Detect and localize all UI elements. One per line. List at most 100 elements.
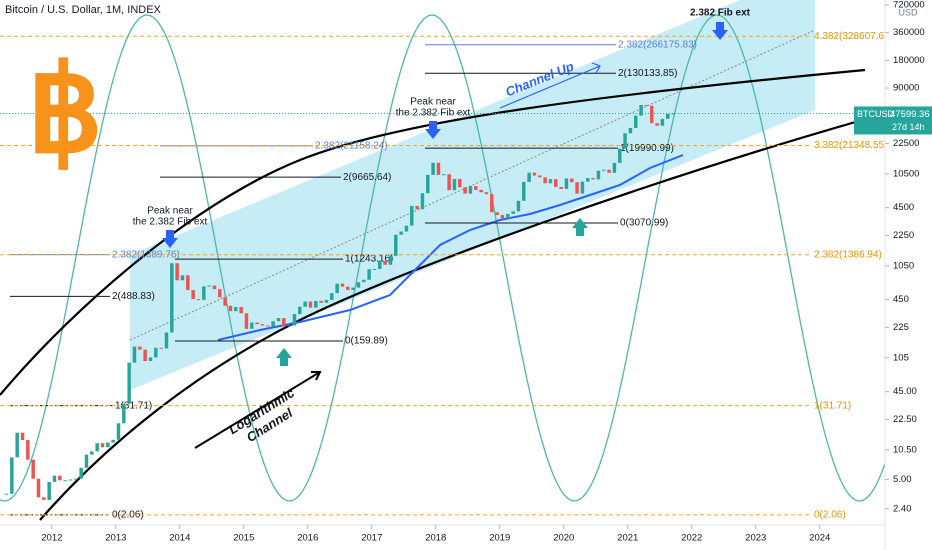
candle-body <box>372 269 377 271</box>
candle-body <box>554 179 558 187</box>
candle-body <box>660 118 665 126</box>
candle-body <box>138 346 142 350</box>
fib-label: 2.382(266175.83) <box>618 39 697 50</box>
annotation: the 2.382 Fib ext <box>396 108 471 119</box>
candle-body <box>404 225 409 232</box>
candle-body <box>340 283 345 287</box>
y-tick-label: 10500 <box>893 168 919 179</box>
channel-up <box>130 0 815 390</box>
candle-body <box>4 493 9 495</box>
candle-body <box>218 289 222 298</box>
fib-label: 0(2.06) <box>814 510 846 521</box>
y-tick-label: 10.50 <box>893 444 917 455</box>
x-tick-label: 2021 <box>617 533 638 544</box>
candle-body <box>154 347 158 358</box>
candle-body <box>10 457 14 494</box>
candle-body <box>639 104 643 116</box>
candle-body <box>399 231 403 235</box>
x-tick-label: 2019 <box>489 533 510 544</box>
candle-body <box>36 478 41 498</box>
candle-body <box>330 293 334 300</box>
fib-label: 2(488.83) <box>112 291 155 302</box>
x-tick-label: 2014 <box>169 533 190 544</box>
candle-body <box>292 314 297 326</box>
y-tick-label: 1050 <box>893 260 914 271</box>
annotation: Peak near <box>147 206 193 217</box>
candle-body <box>532 172 537 176</box>
arrow-down <box>425 121 441 139</box>
currency: USD <box>898 7 918 17</box>
fib-label: 2.382(1386.94) <box>814 249 882 260</box>
candle-body <box>132 346 137 363</box>
arrow <box>194 371 322 449</box>
candle-body <box>250 322 254 329</box>
candle-body <box>282 318 286 327</box>
candle-body <box>516 200 521 212</box>
candle-body <box>159 347 163 349</box>
arrow-up <box>572 218 588 236</box>
candle-body <box>484 192 489 195</box>
candle-body <box>655 123 659 126</box>
candle-body <box>447 174 451 191</box>
candle-body <box>127 362 131 404</box>
candle-body <box>548 179 553 184</box>
candle-body <box>106 442 110 448</box>
candle-body <box>202 286 206 300</box>
fib-label: 4.382(328607.67) <box>814 31 893 42</box>
plot-area: 2.382(1389.76) 2(488.83) 1(31.71) 0(2.06) 2.… <box>0 0 893 521</box>
candle-body <box>164 332 169 349</box>
y-tick-label: 22.50 <box>893 414 917 425</box>
fib-label: 0(159.89) <box>345 336 388 347</box>
candle-body <box>538 175 542 178</box>
candle-body <box>90 451 94 455</box>
candle-body <box>314 300 318 308</box>
candle-body <box>266 325 270 327</box>
candle-body <box>143 349 147 362</box>
y-tick-label: 720000 <box>893 0 925 10</box>
candle-body <box>586 178 590 182</box>
candle-body <box>580 181 585 194</box>
candle-body <box>68 479 73 481</box>
candle-body <box>319 300 323 303</box>
x-tick-label: 2017 <box>361 533 382 544</box>
candle-body <box>431 162 435 175</box>
x-tick-label: 2018 <box>425 533 446 544</box>
x-tick-label: 2015 <box>233 533 254 544</box>
candle-body <box>122 403 126 424</box>
candle-body <box>84 454 89 468</box>
candle-body <box>618 148 622 163</box>
fib-label: 0(3070.99) <box>620 218 668 229</box>
moving-average <box>217 154 684 341</box>
candle-body <box>180 275 185 281</box>
candle-body <box>500 215 505 219</box>
candle-body <box>607 169 611 173</box>
annotation: 2.382 Fib ext <box>690 8 751 19</box>
price-tag-countdown: 27d 14h <box>892 122 925 132</box>
y-tick-label: 4500 <box>893 202 914 213</box>
x-tick-label: 2020 <box>553 533 574 544</box>
candle-body <box>474 186 478 190</box>
chart-title: Bitcoin / U.S. Dollar, 1M, INDEX <box>5 4 162 16</box>
candle-body <box>303 301 307 307</box>
candle-body <box>52 475 57 482</box>
candle-body <box>308 301 313 308</box>
candle-body <box>623 133 627 149</box>
x-tick-label: 2023 <box>745 533 766 544</box>
y-tick-label: 180000 <box>893 55 925 66</box>
x-tick-label: 2013 <box>105 533 126 544</box>
candle-body <box>634 115 638 128</box>
candle-body <box>575 182 579 194</box>
y-tick-label: 5.00 <box>893 474 912 485</box>
candle-body <box>420 193 425 210</box>
candle-body <box>260 324 265 326</box>
candle-body <box>212 285 217 290</box>
candle-body <box>26 440 30 460</box>
candle-body <box>426 174 430 194</box>
arrow <box>499 62 601 109</box>
candle-body <box>63 480 67 482</box>
price-tag-symbol: BTCUSD <box>857 109 895 119</box>
y-tick-label: 360000 <box>893 27 925 38</box>
candle-body <box>468 186 473 194</box>
candle-body <box>367 269 371 280</box>
